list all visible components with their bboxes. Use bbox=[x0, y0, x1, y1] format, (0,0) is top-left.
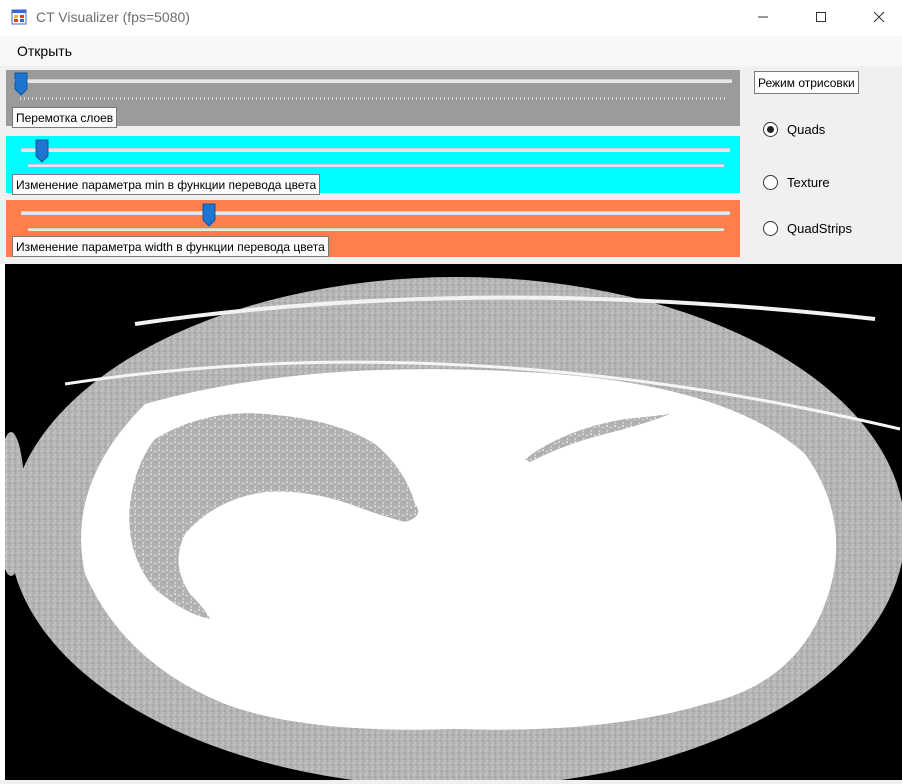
title-bar: CT Visualizer (fps=5080) bbox=[0, 0, 902, 36]
render-mode-title: Режим отрисовки bbox=[754, 71, 859, 94]
min-slider-thumb[interactable] bbox=[35, 139, 49, 163]
radio-texture-label: Texture bbox=[787, 175, 830, 190]
radio-button-icon[interactable] bbox=[763, 122, 778, 137]
layers-slider-thumb[interactable] bbox=[14, 72, 28, 96]
maximize-button[interactable] bbox=[798, 0, 844, 34]
min-slider-lower-track bbox=[28, 164, 724, 167]
width-slider-label: Изменение параметра width в функции пере… bbox=[12, 236, 329, 257]
width-slider-lower-track bbox=[28, 228, 724, 231]
radio-button-icon[interactable] bbox=[763, 221, 778, 236]
radio-selected-dot bbox=[767, 126, 774, 133]
window-bottom-edge bbox=[0, 780, 902, 784]
ct-slice-image bbox=[5, 277, 902, 780]
radio-quadstrips-label: QuadStrips bbox=[787, 221, 853, 236]
layers-slider-panel bbox=[6, 70, 740, 126]
maximize-icon bbox=[816, 12, 826, 22]
menu-open[interactable]: Открыть bbox=[17, 43, 72, 59]
min-slider-track bbox=[21, 148, 730, 152]
min-slider-label: Изменение параметра min в функции перево… bbox=[12, 174, 321, 195]
radio-texture[interactable]: Texture bbox=[763, 175, 830, 190]
radio-quads-label: Quads bbox=[787, 122, 826, 137]
minimize-button[interactable] bbox=[740, 0, 786, 34]
width-slider-track bbox=[21, 211, 730, 215]
menu-bar: Открыть bbox=[0, 36, 902, 66]
layers-slider-label: Перемотка слоев bbox=[12, 107, 118, 128]
layers-slider-track bbox=[14, 79, 732, 83]
layers-slider-ticks bbox=[20, 97, 728, 100]
width-slider-thumb[interactable] bbox=[202, 203, 216, 227]
minimize-icon bbox=[758, 16, 768, 18]
app-window-icon bbox=[11, 9, 27, 25]
radio-quadstrips[interactable]: QuadStrips bbox=[763, 221, 852, 236]
radio-button-icon[interactable] bbox=[763, 175, 778, 190]
radio-quads[interactable]: Quads bbox=[763, 122, 825, 137]
close-button[interactable] bbox=[856, 0, 902, 34]
window-title: CT Visualizer (fps=5080) bbox=[36, 9, 190, 25]
close-icon bbox=[873, 11, 885, 23]
render-viewport[interactable] bbox=[5, 264, 902, 780]
